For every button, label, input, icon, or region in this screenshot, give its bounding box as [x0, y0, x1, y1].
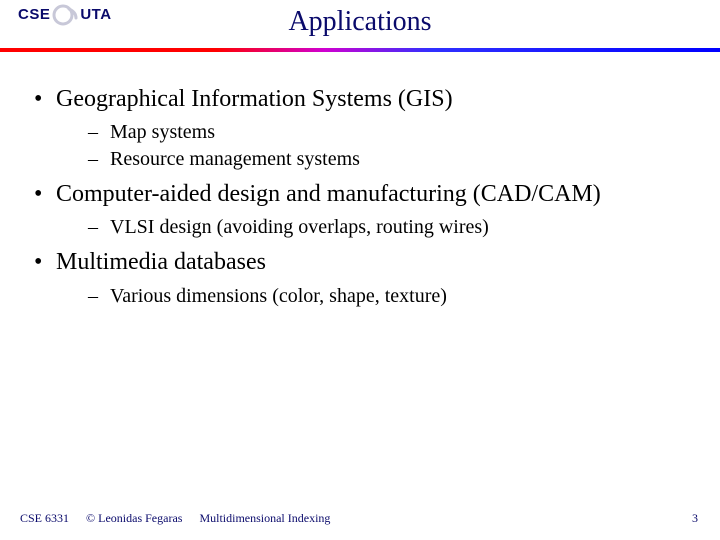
footer-copyright: © Leonidas Fegaras — [86, 511, 182, 525]
slide-content: Geographical Information Systems (GIS) M… — [0, 62, 720, 310]
sub-bullet-item: Map systems — [56, 119, 686, 146]
bullet-list-level2: Map systems Resource management systems — [56, 119, 686, 173]
logo-block: CSE UTA — [18, 6, 112, 24]
bullet-list-level2: Various dimensions (color, shape, textur… — [56, 283, 686, 310]
footer-course: CSE 6331 — [20, 511, 69, 525]
footer-topic: Multidimensional Indexing — [199, 511, 330, 525]
bullet-list-level1: Geographical Information Systems (GIS) M… — [34, 84, 686, 310]
logo-at-icon — [52, 6, 80, 24]
sub-bullet-item: Various dimensions (color, shape, textur… — [56, 283, 686, 310]
bullet-list-level2: VLSI design (avoiding overlaps, routing … — [56, 214, 686, 241]
sub-bullet-item: VLSI design (avoiding overlaps, routing … — [56, 214, 686, 241]
footer-page-number: 3 — [692, 511, 698, 526]
header-divider — [0, 48, 720, 52]
footer-left-block: CSE 6331 © Leonidas Fegaras Multidimensi… — [20, 511, 330, 526]
sub-bullet-item: Resource management systems — [56, 146, 686, 173]
bullet-item: Multimedia databases Various dimensions … — [34, 247, 686, 309]
bullet-item: Geographical Information Systems (GIS) M… — [34, 84, 686, 173]
logo-cse-text: CSE — [18, 6, 50, 23]
bullet-item: Computer-aided design and manufacturing … — [34, 179, 686, 241]
bullet-text: Computer-aided design and manufacturing … — [56, 181, 601, 207]
logo-uta-text: UTA — [80, 6, 111, 23]
bullet-text: Geographical Information Systems (GIS) — [56, 86, 453, 112]
slide-header: CSE UTA Applications — [0, 0, 720, 62]
bullet-text: Multimedia databases — [56, 249, 266, 275]
slide-footer: CSE 6331 © Leonidas Fegaras Multidimensi… — [0, 511, 720, 526]
